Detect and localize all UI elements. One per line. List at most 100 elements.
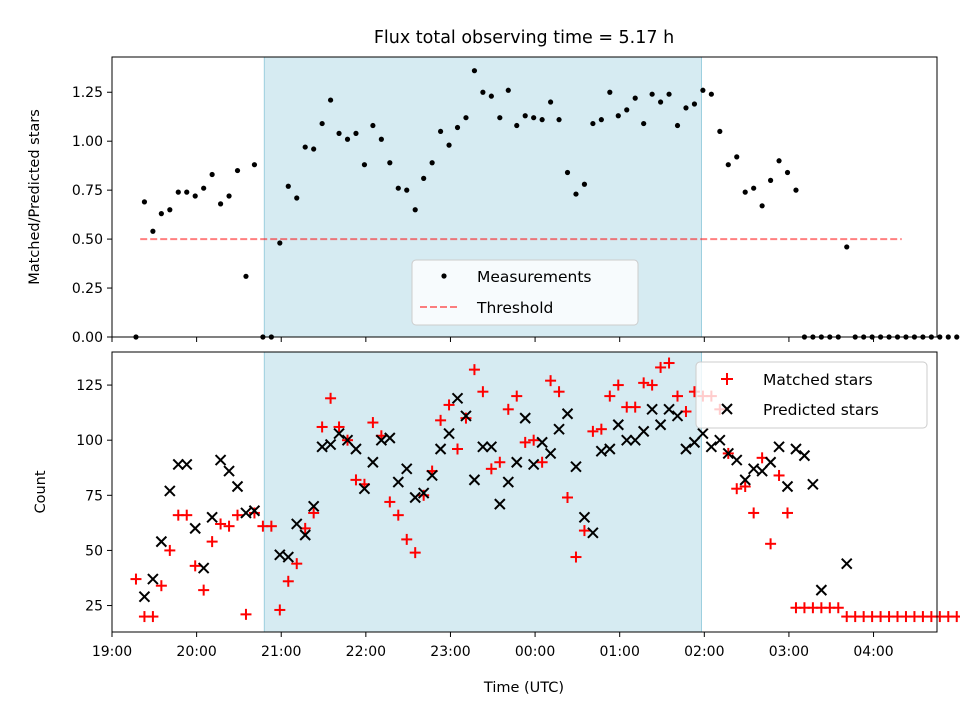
measurement-point xyxy=(429,160,435,166)
matched-star-point xyxy=(832,602,844,614)
top-y-tick-label: 0.75 xyxy=(72,183,103,199)
measurement-point xyxy=(488,93,494,99)
measurement-point xyxy=(556,117,562,123)
matched-star-point xyxy=(443,399,455,411)
predicted-star-point xyxy=(341,434,354,446)
measurement-point xyxy=(387,160,393,166)
measurement-point xyxy=(751,185,757,191)
predicted-star-point xyxy=(654,419,667,431)
measurement-point xyxy=(421,175,427,181)
matched-star-point xyxy=(578,525,590,537)
bottom-y-tick-label: 100 xyxy=(76,433,103,449)
legend-predicted-marker xyxy=(721,403,733,415)
measurement-point xyxy=(717,128,723,135)
measurement-point xyxy=(234,167,241,174)
measurement-point xyxy=(522,113,528,119)
matched-star-point xyxy=(189,560,201,572)
measurement-point xyxy=(251,162,258,168)
predicted-star-point xyxy=(443,427,455,440)
measurement-point xyxy=(302,144,308,150)
predicted-star-point xyxy=(350,443,362,455)
predicted-star-point xyxy=(409,491,421,504)
measurement-point xyxy=(573,191,579,197)
matched-star-point xyxy=(265,520,277,532)
predicted-star-point xyxy=(451,392,464,405)
measurement-point xyxy=(344,136,351,142)
predicted-star-point xyxy=(747,463,760,475)
bottom-shaded-region xyxy=(263,351,702,633)
measurement-point xyxy=(590,120,596,127)
matched-star-point xyxy=(773,469,785,481)
matched-star-point xyxy=(367,417,379,429)
top-legend-box xyxy=(411,259,639,326)
legend-predicted-label: Predicted stars xyxy=(763,401,879,419)
matched-star-point xyxy=(223,520,235,532)
matched-star-point xyxy=(350,474,362,486)
matched-star-point xyxy=(612,379,624,391)
measurement-point xyxy=(412,207,418,213)
predicted-star-point xyxy=(477,441,489,453)
matched-star-point xyxy=(130,573,142,585)
measurement-point xyxy=(167,207,173,213)
matched-star-point xyxy=(570,551,582,563)
matched-star-point xyxy=(562,492,574,504)
measurement-point xyxy=(327,97,334,103)
matched-star-point xyxy=(460,412,472,424)
predicted-star-point xyxy=(248,505,261,517)
matched-star-point xyxy=(181,509,193,521)
predicted-star-point xyxy=(604,443,616,455)
predicted-star-point xyxy=(231,480,244,493)
bottom-y-tick-label: 25 xyxy=(85,599,103,615)
measurement-point xyxy=(480,89,486,95)
predicted-star-point xyxy=(790,443,802,455)
measurement-point xyxy=(666,91,672,97)
matched-star-point xyxy=(240,608,252,620)
matched-star-point xyxy=(384,496,396,508)
measurement-point xyxy=(581,181,588,187)
predicted-star-point xyxy=(697,427,709,440)
matched-star-point xyxy=(511,390,523,402)
bottom-x-tick-label: 21:00 xyxy=(261,644,301,660)
measurement-point xyxy=(209,171,215,178)
predicted-star-point xyxy=(587,527,599,539)
measurement-point xyxy=(175,189,181,195)
matched-star-point xyxy=(418,489,430,501)
bottom-x-tick-label: 00:00 xyxy=(515,644,555,660)
measurement-point xyxy=(624,107,630,113)
matched-star-point xyxy=(638,377,650,389)
measurement-point xyxy=(192,193,198,199)
measurement-point xyxy=(767,177,774,183)
predicted-star-point xyxy=(781,480,794,493)
measurement-point xyxy=(954,334,960,340)
measurement-point xyxy=(505,87,511,93)
measurement-point xyxy=(294,195,300,201)
top-panel: Flux total observing time = 5.17 h Match… xyxy=(27,28,960,346)
bottom-y-tick-label: 50 xyxy=(85,543,103,559)
predicted-star-point xyxy=(274,549,286,561)
predicted-star-point xyxy=(189,522,201,535)
measurement-point xyxy=(336,130,342,136)
measurement-point xyxy=(277,240,283,246)
predicted-star-point xyxy=(570,460,582,473)
predicted-star-point xyxy=(291,518,303,530)
measurement-point xyxy=(404,187,410,193)
measurement-point xyxy=(361,162,368,168)
matched-star-point xyxy=(782,507,794,519)
predicted-star-point xyxy=(460,410,472,422)
predicted-star-point xyxy=(764,456,777,468)
predicted-star-point xyxy=(553,423,565,435)
measurement-point xyxy=(607,89,613,95)
predicted-star-point xyxy=(138,591,151,603)
matched-star-point xyxy=(435,414,447,426)
predicted-star-point xyxy=(316,441,328,453)
predicted-star-point xyxy=(384,432,396,444)
matched-star-point xyxy=(604,390,616,402)
measurement-point xyxy=(691,101,698,107)
matched-star-point xyxy=(672,390,684,402)
matched-star-point xyxy=(663,357,675,369)
predicted-star-point xyxy=(417,487,430,499)
measurement-point xyxy=(937,334,943,340)
bottom-panel: Count Time (UTC) 19:00 20:00 21:00 22:00 23:… xyxy=(33,351,960,696)
measurement-point xyxy=(141,199,148,205)
